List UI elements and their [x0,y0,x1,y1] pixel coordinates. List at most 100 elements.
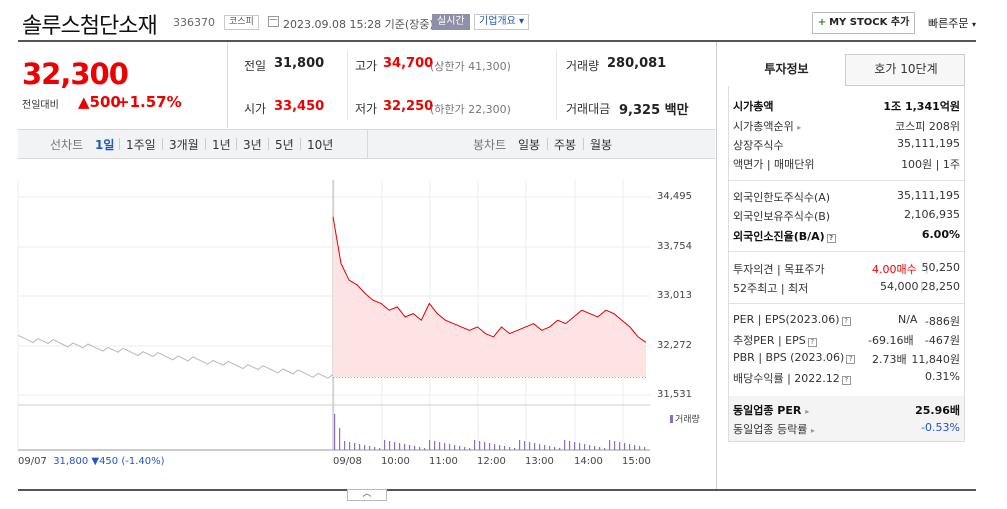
par-value-label: 액면가 | 매매단위 [733,158,815,171]
industry-rate-value: -0.53% [921,421,960,434]
prev-pct: (-1.40%) [121,456,165,467]
tab-monthly[interactable]: 월봉 [590,138,613,152]
volume-bar [374,447,376,450]
divider [236,138,237,150]
volume-bars [334,414,646,450]
quick-order-link[interactable]: 빠른주문 ▾ [928,15,976,31]
x-tick: 11:00 [429,456,458,467]
help-icon[interactable]: ? [841,376,851,385]
chart-tab-bar [18,129,715,159]
tab-orderbook-10[interactable]: 호가 10단계 [874,62,938,76]
low-value: 32,250 [383,99,434,114]
volume-bar [404,444,406,450]
tab-5year[interactable]: 5년 [275,138,294,152]
divider [547,138,548,150]
volume-bar [449,444,451,450]
per-text: PER | EPS(2023.06) [733,313,840,326]
collapse-chevron-up-icon[interactable]: ︿ [347,489,387,501]
est-per-label: 추정PER | EPS? [733,332,817,348]
help-icon[interactable]: ? [826,234,836,243]
line-chart-label: 선차트 [50,138,84,152]
realtime-badge[interactable]: 실시간 [432,14,470,30]
volume-bar [599,447,601,450]
tab-daily[interactable]: 일봉 [518,138,541,152]
volume-bar [384,440,386,450]
foreign-ratio-label: 외국인소진율(B/A)? [733,228,836,244]
tab-investment-info[interactable]: 투자정보 [728,54,846,86]
volume-bar [409,445,411,450]
volume-bar [499,445,501,450]
x-tick: 14:00 [574,456,603,467]
x-tick: 10:00 [381,456,410,467]
foreign-holding-value: 2,106,935 [904,208,960,221]
quick-order-label: 빠른주문 [928,17,969,30]
price-change-value: 500 [89,93,121,111]
divider [347,50,348,120]
volume-bar [474,440,476,450]
plus-icon: + [817,17,827,28]
divider [729,251,964,252]
tab-1year[interactable]: 1년 [212,138,231,152]
market-badge: 코스피 [224,15,259,30]
upper-limit-note: (상한가 41,300) [430,60,511,73]
help-icon[interactable]: ? [846,355,856,364]
market-cap-label: 시가총액 [733,100,774,113]
tab-10year[interactable]: 10년 [307,138,334,152]
investment-info-box [728,86,965,442]
volume-bar [484,442,486,450]
volume-bar [394,442,396,450]
52week-label: 52주최고 | 최저 [733,282,809,295]
tab-3year[interactable]: 3년 [243,138,262,152]
separator: | [925,261,929,274]
x-tick: 15:00 [622,456,651,467]
industry-per-label[interactable]: 동일업종 PER ▸ [733,402,809,418]
tab-3month[interactable]: 3개월 [169,138,199,152]
tab-weekly[interactable]: 주봉 [554,138,577,152]
divider [583,138,584,150]
volume-bar [564,440,566,450]
market-cap-rank-value: 코스피 208위 [895,120,960,133]
prev-day-label: 09/07 31,800 ▼450 (-1.40%) [18,456,165,467]
industry-rate-label[interactable]: 동일업종 등락률 ▸ [733,421,815,437]
stock-name: 솔루스첨단소재 [22,14,158,39]
industry-box [729,396,964,441]
divider [729,303,964,304]
volume-bar [619,442,621,450]
volume-bar [594,446,596,450]
par-value-value: 100원 | 1주 [901,158,960,171]
volume-bar [464,447,466,450]
volume-bar [369,446,371,450]
volume-value: 280,081 [607,56,667,71]
company-overview-button[interactable]: 기업개요 ▾ [474,14,530,30]
price-series [332,216,647,343]
prev-day-series [17,334,334,379]
market-cap-rank-label[interactable]: 시가총액순위 ▸ [733,118,801,134]
divider [268,138,269,150]
high-label: 고가 [355,59,378,73]
diff-label: 전일대비 [22,100,59,111]
industry-rate-text: 동일업종 등락률 [733,423,808,436]
volume-bar [569,441,571,450]
price-change-pct: +1.57% [117,93,182,111]
help-icon[interactable]: ? [807,338,817,347]
volume-bar [544,445,546,450]
industry-per-text: 동일업종 PER [733,404,802,417]
volume-bar [399,443,401,450]
help-icon[interactable]: ? [841,317,851,326]
calendar-icon [268,16,279,27]
intraday-chart[interactable] [0,160,720,460]
tab-1day[interactable]: 1일 [95,138,115,152]
company-overview-label: 기업개요 [479,16,516,27]
divider [162,138,163,150]
target-price-value: 50,250 [921,261,961,274]
x-tick: 13:00 [525,456,554,467]
pbr-label: PBR | BPS (2023.06)? [733,351,856,364]
volume-bar [574,442,576,450]
volume-bar [339,428,341,450]
timestamp: 2023.09.08 15:28 기준(장중) [283,18,434,31]
tab-1week[interactable]: 1주일 [126,138,156,152]
volume-bar [479,441,481,450]
prev-close-value: 31,800 [274,56,325,71]
volume-bar [614,441,616,450]
mystock-add-button[interactable]: + MY STOCK 추가 [812,12,915,34]
